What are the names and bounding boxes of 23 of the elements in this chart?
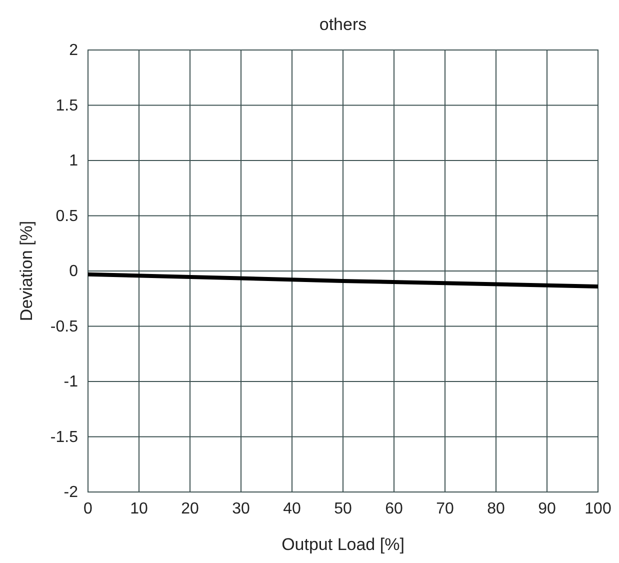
x-tick-label: 90 [538,500,556,518]
x-axis-title: Output Load [%] [282,535,404,554]
x-tick-label: 70 [436,500,454,518]
y-tick-label: 0 [69,263,78,280]
y-tick-label: -0.5 [50,318,78,336]
y-tick-label: 1 [69,152,78,170]
y-tick-label: 0.5 [56,208,78,225]
chart-title: others [319,15,367,34]
y-tick-label: 2 [69,42,78,60]
x-tick-label: 20 [181,500,199,518]
y-axis-title: Deviation [%] [17,220,36,322]
y-tick-label: -2 [64,484,78,502]
x-tick-label: 0 [84,500,93,518]
x-tick-label: 30 [232,500,250,518]
x-tick-label: 40 [283,500,301,518]
x-tick-label: 50 [334,500,352,518]
y-tick-label: 1.5 [56,97,78,114]
x-tick-label: 100 [584,500,612,518]
x-tick-label: 10 [130,500,148,518]
y-tick-label: -1 [64,374,78,391]
x-tick-label: 60 [385,500,403,518]
x-tick-label: 80 [487,500,505,518]
y-tick-label: -1.5 [50,428,78,446]
